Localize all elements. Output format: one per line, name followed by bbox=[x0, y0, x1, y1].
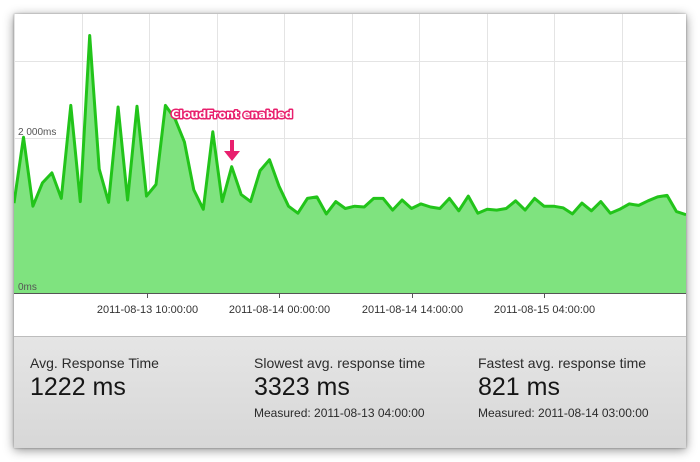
x-tick-label: 2011-08-13 10:00:00 bbox=[97, 304, 198, 316]
series-area bbox=[14, 35, 686, 293]
x-tick-label: 2011-08-14 14:00:00 bbox=[362, 304, 463, 316]
annotation-arrow-shaft bbox=[230, 140, 234, 152]
avg-value: 1222 ms bbox=[30, 373, 126, 401]
stat-avg: Avg. Response Time 1222 ms bbox=[30, 355, 159, 402]
fastest-label: Fastest avg. response time bbox=[478, 355, 647, 371]
slowest-measured: Measured: 2011-08-13 04:00:00 bbox=[254, 406, 425, 420]
stat-slowest: Slowest avg. response time 3323 ms Measu… bbox=[254, 355, 425, 420]
y-tick-label: 2 000ms bbox=[18, 127, 56, 138]
y-tick-label: 0ms bbox=[18, 282, 37, 293]
annotation-label-outline: CloudFront enabled bbox=[171, 108, 293, 121]
series-line bbox=[14, 34, 686, 217]
response-time-chart: 2 000ms 0ms 2011-08-13 10:00:00 2011-08-14 … bbox=[14, 14, 686, 336]
annotation-label: CloudFront enabled bbox=[171, 108, 293, 121]
avg-label: Avg. Response Time bbox=[30, 355, 159, 371]
x-tick-label: 2011-08-14 00:00:00 bbox=[229, 304, 330, 316]
stats-panel: Avg. Response Time 1222 ms Slowest avg. … bbox=[14, 336, 686, 448]
slowest-value: 3323 ms bbox=[254, 373, 350, 401]
annotation-arrow-head bbox=[224, 151, 240, 161]
chart-svg: 2 000ms 0ms 2011-08-13 10:00:00 2011-08-14 … bbox=[14, 14, 686, 316]
slowest-label: Slowest avg. response time bbox=[254, 355, 426, 371]
response-time-widget: 2 000ms 0ms 2011-08-13 10:00:00 2011-08-14 … bbox=[14, 14, 686, 448]
fastest-measured: Measured: 2011-08-14 03:00:00 bbox=[478, 406, 649, 420]
stat-fastest: Fastest avg. response time 821 ms Measur… bbox=[478, 355, 649, 420]
fastest-value: 821 ms bbox=[478, 373, 560, 401]
x-tick-label: 2011-08-15 04:00:00 bbox=[494, 304, 595, 316]
